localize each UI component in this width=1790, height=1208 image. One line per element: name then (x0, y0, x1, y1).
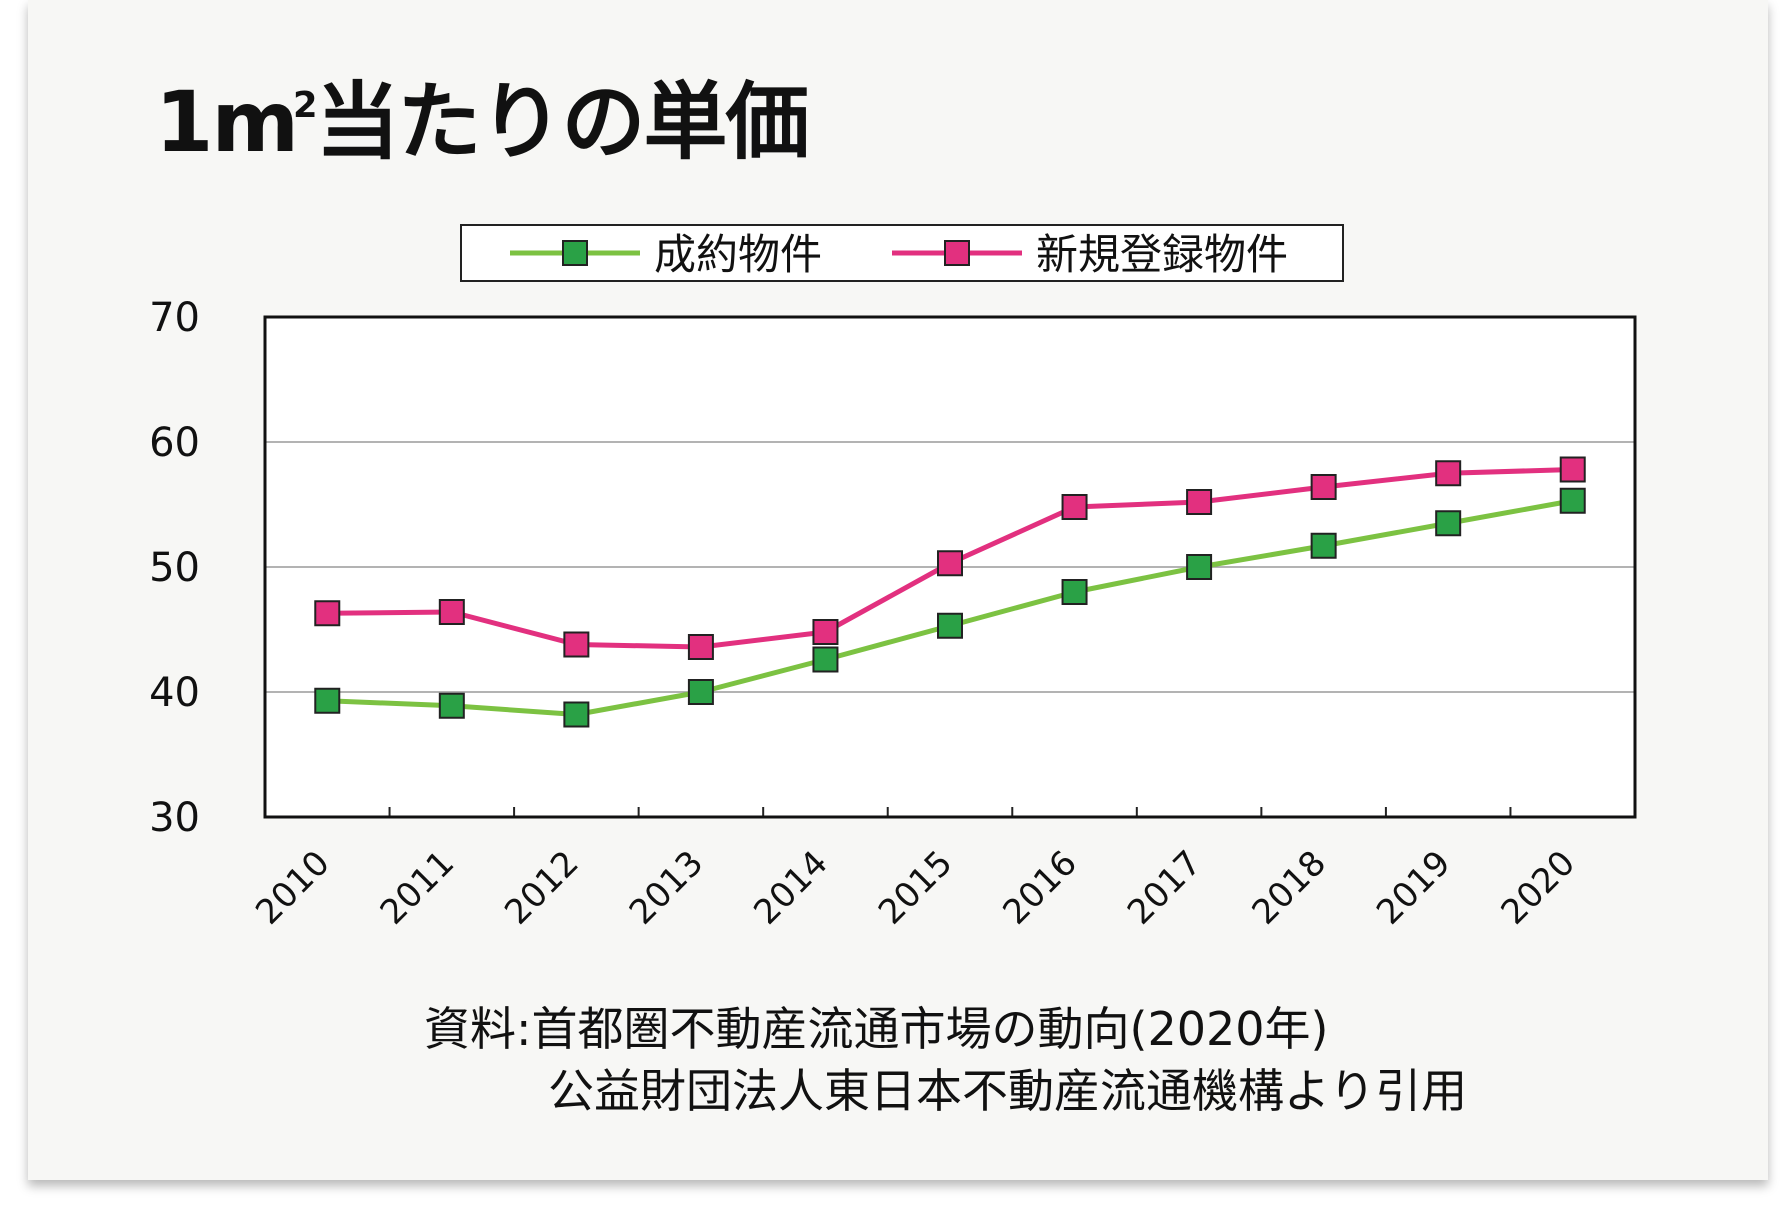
x-tick-label: 2016 (995, 843, 1084, 932)
data-point-s1-2016 (1061, 494, 1088, 520)
x-tick-label: 2011 (373, 843, 462, 932)
line-chart: 30 40 50 60 70 2010 2011 2012 2013 2014 2015 2016 20… (149, 295, 1637, 933)
data-point-s0-2016 (1061, 579, 1088, 605)
y-tick-label: 40 (149, 670, 200, 716)
source-line-1: 資料:首都圏不動産流通市場の動向(2020年) (424, 1002, 1329, 1056)
x-tick-label: 2014 (746, 843, 835, 932)
x-tick-label: 2013 (622, 843, 711, 932)
data-point-s0-2014 (812, 646, 839, 673)
plot-frame (263, 315, 1637, 819)
data-point-s0-2018 (1310, 532, 1337, 559)
data-point-s1-2010 (314, 600, 341, 627)
data-point-s1-2013 (687, 634, 714, 660)
page-title: 1m2当たりの単価 (155, 80, 810, 164)
y-tick-label: 30 (149, 795, 200, 841)
x-tick-label: 2015 (871, 843, 960, 932)
data-point-s1-2020 (1559, 456, 1586, 483)
data-point-s0-2011 (438, 692, 465, 719)
data-point-s0-2012 (563, 701, 590, 728)
y-tick-label: 70 (149, 295, 200, 341)
legend-label-listing: 新規登録物件 (1036, 230, 1289, 279)
data-point-s1-2017 (1186, 489, 1213, 515)
data-point-s1-2019 (1435, 460, 1462, 487)
source-line-2: 公益財団法人東日本不動産流通機構より引用 (548, 1064, 1468, 1118)
x-tick-label: 2019 (1369, 843, 1458, 932)
data-point-s0-2013 (687, 679, 714, 705)
y-tick-label: 60 (149, 420, 200, 466)
data-point-s1-2012 (563, 631, 590, 658)
x-tick-label: 2020 (1494, 843, 1583, 932)
data-point-s1-2018 (1310, 474, 1337, 500)
data-point-s0-2015 (937, 612, 963, 639)
data-point-s1-2011 (438, 599, 465, 625)
y-tick-label: 50 (149, 545, 200, 591)
legend: 成約物件 新規登録物件 (460, 224, 1344, 282)
title-main: 1m (155, 73, 299, 171)
data-point-s0-2019 (1435, 510, 1462, 537)
data-point-s0-2017 (1186, 554, 1213, 580)
data-point-s0-2020 (1559, 487, 1586, 514)
title-superscript: 2 (292, 85, 318, 127)
data-point-s1-2014 (812, 619, 839, 645)
legend-label-contract: 成約物件 (654, 230, 823, 279)
x-tick-label: 2018 (1245, 843, 1334, 932)
data-point-s1-2015 (937, 550, 963, 577)
data-point-s0-2010 (314, 687, 341, 714)
x-tick-label: 2010 (248, 843, 337, 932)
x-tick-label: 2017 (1120, 843, 1209, 932)
legend-swatch-listing (892, 240, 1022, 266)
title-rest: 当たりの単価 (315, 73, 810, 171)
legend-swatch-contract (510, 240, 640, 266)
x-tick-label: 2012 (497, 843, 586, 932)
